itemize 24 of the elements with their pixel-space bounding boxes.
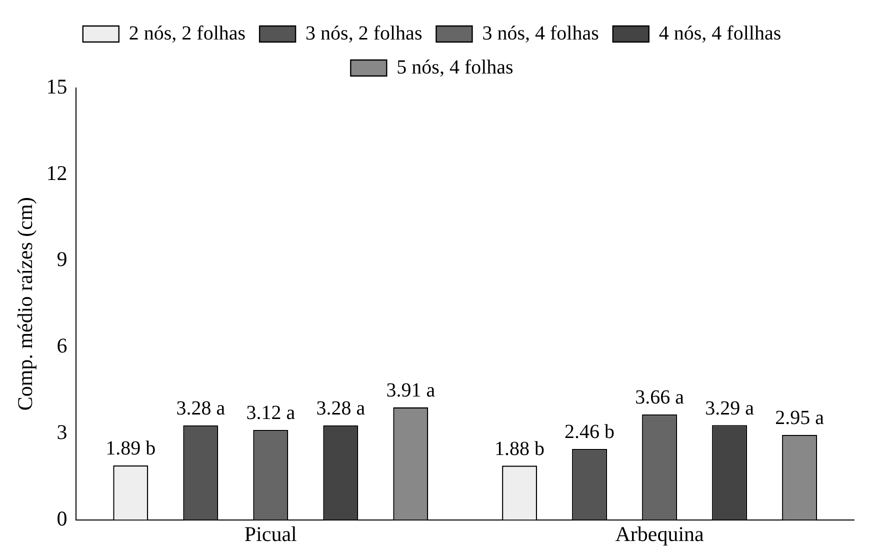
y-tick-label: 15 bbox=[46, 74, 68, 99]
data-label: 3.28 a bbox=[316, 398, 366, 420]
data-label: 2.46 b bbox=[564, 421, 615, 444]
x-tick-label: Arbequina bbox=[615, 522, 705, 546]
data-label: 3.91 a bbox=[386, 379, 436, 402]
y-tick-label: 12 bbox=[46, 160, 68, 185]
legend-label: 4 nós, 4 follhas bbox=[658, 22, 782, 44]
data-label: 3.29 a bbox=[705, 397, 754, 420]
legend-label: 3 nós, 4 folhas bbox=[482, 22, 600, 44]
x-tick-label: Picual bbox=[244, 522, 298, 546]
legend-label: 2 nós, 2 folhas bbox=[128, 22, 246, 44]
data-label: 3.28 a bbox=[176, 398, 226, 420]
y-tick-label: 0 bbox=[56, 506, 68, 530]
data-label: 1.89 b bbox=[106, 438, 156, 460]
y-tick-label: 3 bbox=[56, 420, 68, 444]
y-axis-title: Comp. médio raízes (cm) bbox=[13, 197, 38, 411]
y-tick-label: 9 bbox=[56, 247, 68, 272]
data-label: 3.66 a bbox=[635, 386, 684, 409]
data-label: 2.95 a bbox=[775, 407, 824, 430]
y-tick-label: 6 bbox=[56, 334, 68, 358]
legend-label: 3 nós, 2 folhas bbox=[306, 22, 422, 44]
legend-label: 5 nós, 4 folhas bbox=[396, 56, 514, 78]
data-label: 1.88 b bbox=[494, 438, 545, 460]
data-label: 3.12 a bbox=[246, 402, 296, 424]
